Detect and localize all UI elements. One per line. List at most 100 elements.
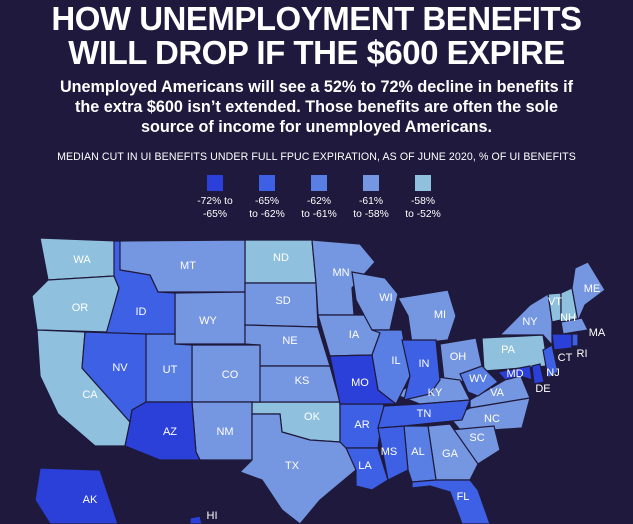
label-or: OR bbox=[72, 302, 89, 314]
label-md: MD bbox=[506, 368, 523, 380]
state-va[interactable] bbox=[469, 373, 531, 409]
label-vt: VT bbox=[548, 296, 562, 308]
legend-swatch bbox=[415, 175, 431, 191]
label-az: AZ bbox=[163, 426, 177, 438]
legend-label-line2: to -62% bbox=[249, 209, 285, 220]
label-id: ID bbox=[136, 306, 147, 318]
legend-item: -58% to -52% bbox=[393, 175, 453, 221]
label-va: VA bbox=[490, 387, 505, 399]
state-ct[interactable] bbox=[551, 333, 573, 351]
legend-label-line1: -61% bbox=[358, 196, 384, 207]
label-sc: SC bbox=[469, 432, 484, 444]
label-mn: MN bbox=[332, 267, 349, 279]
state-tn[interactable] bbox=[377, 399, 471, 429]
label-ca: CA bbox=[82, 389, 98, 401]
title-line-1: HOW UNEMPLOYMENT BENEFITS bbox=[51, 0, 582, 37]
label-il: IL bbox=[391, 355, 400, 367]
legend-item: -72% to -65% bbox=[185, 175, 245, 221]
label-mo: MO bbox=[351, 377, 369, 389]
label-ar: AR bbox=[354, 419, 369, 431]
legend-label-line1: -58% bbox=[410, 196, 436, 207]
subtitle: Unemployed Americans will see a 52% to 7… bbox=[10, 77, 623, 137]
label-nj: NJ bbox=[546, 367, 559, 379]
label-ne: NE bbox=[282, 335, 297, 347]
label-wv: WV bbox=[469, 373, 487, 385]
state-md[interactable] bbox=[496, 365, 533, 381]
label-wy: WY bbox=[199, 315, 217, 327]
state-ri[interactable] bbox=[571, 333, 579, 347]
legend-item: -61% to -58% bbox=[341, 175, 401, 221]
state-tx[interactable] bbox=[238, 413, 357, 524]
state-mi[interactable] bbox=[397, 289, 457, 345]
label-ky: KY bbox=[428, 387, 443, 399]
label-de: DE bbox=[535, 383, 550, 395]
label-pa: PA bbox=[501, 344, 516, 356]
label-in: IN bbox=[419, 358, 430, 370]
state-id[interactable] bbox=[105, 240, 176, 335]
state-de[interactable] bbox=[531, 363, 545, 385]
label-nm: NM bbox=[216, 426, 233, 438]
state-ny[interactable] bbox=[498, 293, 553, 347]
legend-swatch bbox=[259, 175, 275, 191]
state-mn[interactable] bbox=[311, 239, 376, 316]
label-wi: WI bbox=[379, 292, 392, 304]
state-in[interactable] bbox=[401, 339, 441, 401]
label-la: LA bbox=[358, 460, 372, 472]
legend-swatch bbox=[311, 175, 327, 191]
legend: -72% to -65% -65% to -62% -62% to -61% -… bbox=[185, 175, 455, 227]
label-oh: OH bbox=[450, 351, 467, 363]
title-line-2: WILL DROP IF THE $600 EXPIRE bbox=[68, 34, 565, 71]
label-ak: AK bbox=[83, 494, 98, 506]
label-ny: NY bbox=[522, 316, 538, 328]
page-title: HOW UNEMPLOYMENT BENEFITS WILL DROP IF T… bbox=[0, 2, 633, 70]
subtitle-line-3: source of income for unemployed American… bbox=[140, 118, 493, 136]
legend-label-line1: -65% bbox=[254, 196, 280, 207]
label-wa: WA bbox=[73, 254, 91, 266]
state-nj[interactable] bbox=[542, 344, 559, 379]
legend-swatch bbox=[363, 175, 379, 191]
state-ma[interactable] bbox=[560, 317, 589, 335]
state-la[interactable] bbox=[345, 447, 389, 491]
legend-label-line2: to -52% bbox=[405, 209, 441, 220]
label-hi: HI bbox=[207, 510, 218, 522]
label-tn: TN bbox=[417, 408, 432, 420]
label-sd: SD bbox=[275, 295, 290, 307]
label-ct: CT bbox=[558, 352, 573, 364]
label-ma: MA bbox=[589, 327, 606, 339]
label-ia: IA bbox=[349, 329, 360, 341]
state-fl[interactable] bbox=[411, 479, 491, 524]
label-nd: ND bbox=[273, 252, 289, 264]
label-al: AL bbox=[411, 446, 424, 458]
label-ms: MS bbox=[381, 446, 398, 458]
label-me: ME bbox=[584, 283, 601, 295]
state-mo[interactable] bbox=[329, 354, 398, 405]
legend-label-line2: to -58% bbox=[353, 209, 389, 220]
label-ks: KS bbox=[295, 375, 310, 387]
state-ak[interactable] bbox=[34, 467, 119, 524]
state-az[interactable] bbox=[124, 401, 201, 461]
us-map: WA OR CA ID NV AZ UT MT WY CO NM ND SD N… bbox=[31, 237, 606, 524]
label-nv: NV bbox=[112, 362, 128, 374]
state-hi[interactable] bbox=[189, 515, 203, 524]
label-fl: FL bbox=[457, 491, 470, 503]
label-ri: RI bbox=[577, 348, 588, 360]
label-mi: MI bbox=[434, 309, 446, 321]
label-co: CO bbox=[222, 369, 239, 381]
legend-label-line1: -62% bbox=[306, 196, 332, 207]
legend-item: -65% to -62% bbox=[237, 175, 297, 221]
label-ok: OK bbox=[304, 411, 321, 423]
legend-label-line2: to -61% bbox=[301, 209, 337, 220]
legend-label-line1: -72% to bbox=[197, 196, 233, 207]
label-ga: GA bbox=[442, 448, 459, 460]
legend-item: -62% to -61% bbox=[289, 175, 349, 221]
label-tx: TX bbox=[285, 460, 300, 472]
map-caption: MEDIAN CUT IN UI BENEFITS UNDER FULL FPU… bbox=[57, 151, 576, 163]
label-nh: NH bbox=[560, 312, 576, 324]
subtitle-line-1: Unemployed Americans will see a 52% to 7… bbox=[59, 78, 574, 96]
subtitle-line-2: the extra $600 isn’t extended. Those ben… bbox=[74, 98, 559, 116]
state-wv[interactable] bbox=[459, 365, 499, 397]
legend-swatch bbox=[207, 175, 223, 191]
label-nc: NC bbox=[484, 413, 500, 425]
legend-label-line2: -65% bbox=[202, 209, 228, 220]
label-mt: MT bbox=[180, 260, 196, 272]
